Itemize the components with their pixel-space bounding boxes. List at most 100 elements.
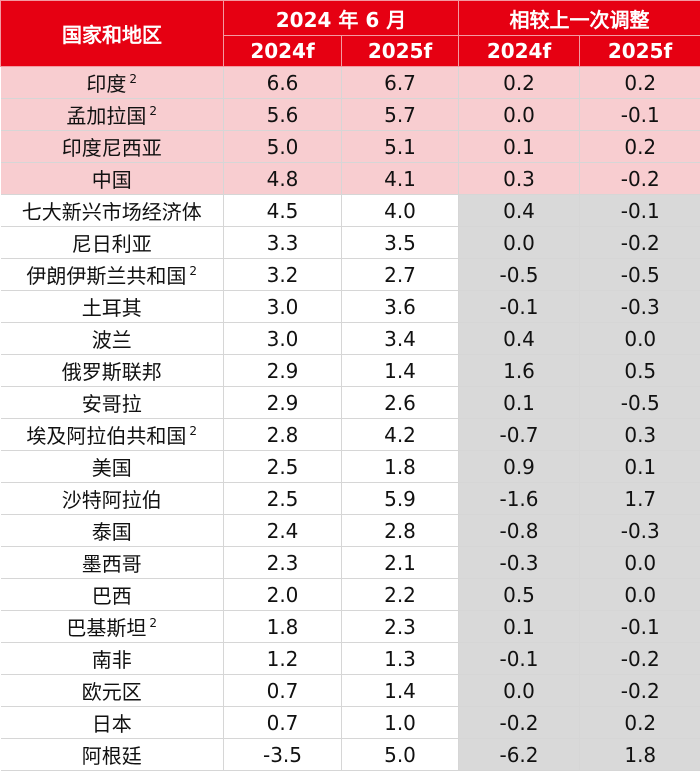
revision-2025-cell: -0.5: [580, 259, 700, 291]
revision-2024-cell: 1.6: [459, 355, 580, 387]
forecast-2025-cell: 4.2: [342, 419, 459, 451]
revision-2024-cell: -0.7: [459, 419, 580, 451]
revision-2024-cell: 0.1: [459, 611, 580, 643]
revision-2025-cell: 0.1: [580, 451, 700, 483]
forecast-2024-cell: 2.9: [224, 355, 342, 387]
revision-2024-cell: 0.9: [459, 451, 580, 483]
forecast-2024-cell: -3.5: [224, 739, 342, 771]
forecast-2024-cell: 5.0: [224, 131, 342, 163]
revision-2025-cell: -0.5: [580, 387, 700, 419]
country-name: 伊朗伊斯兰共和国: [26, 264, 186, 288]
country-name: 沙特阿拉伯: [62, 488, 162, 512]
forecast-2024-cell: 5.6: [224, 99, 342, 131]
forecast-2024-cell: 4.8: [224, 163, 342, 195]
country-cell: 美国: [1, 451, 224, 483]
forecast-2025-cell: 1.3: [342, 643, 459, 675]
forecast-2025-cell: 3.6: [342, 291, 459, 323]
forecast-2025-cell: 5.7: [342, 99, 459, 131]
revision-2025-cell: 0.2: [580, 67, 700, 99]
forecast-2024-cell: 3.3: [224, 227, 342, 259]
revision-2024-cell: 0.0: [459, 675, 580, 707]
country-cell: 沙特阿拉伯: [1, 483, 224, 515]
forecast-2024-cell: 2.5: [224, 451, 342, 483]
revision-2025-cell: 0.3: [580, 419, 700, 451]
country-name: 欧元区: [82, 680, 142, 704]
revision-2024-cell: -0.2: [459, 707, 580, 739]
forecast-2025-cell: 5.1: [342, 131, 459, 163]
forecast-2025-cell: 1.4: [342, 675, 459, 707]
revision-2024-cell: 0.0: [459, 227, 580, 259]
revision-2024-cell: 0.3: [459, 163, 580, 195]
revision-2024-cell: -0.3: [459, 547, 580, 579]
country-cell: 波兰: [1, 323, 224, 355]
country-name: 波兰: [92, 328, 132, 352]
country-name: 泰国: [92, 520, 132, 544]
country-cell: 中国: [1, 163, 224, 195]
footnote-marker: 2: [189, 424, 197, 438]
revision-group-header: 相较上一次调整: [459, 1, 700, 36]
forecast-2025-cell: 2.6: [342, 387, 459, 419]
country-name: 尼日利亚: [72, 232, 152, 256]
forecast-2024-cell: 3.2: [224, 259, 342, 291]
revision-2024-cell: -0.1: [459, 291, 580, 323]
forecast-2025-cell: 4.1: [342, 163, 459, 195]
footnote-marker: 2: [129, 72, 137, 86]
forecast-2024-cell: 2.3: [224, 547, 342, 579]
revision-2025-cell: 0.2: [580, 131, 700, 163]
forecast-2024-cell: 1.2: [224, 643, 342, 675]
country-cell: 南非: [1, 643, 224, 675]
forecast-2025-cell: 2.3: [342, 611, 459, 643]
country-name: 土耳其: [82, 296, 142, 320]
revision-2025-cell: -0.1: [580, 611, 700, 643]
footnote-marker: 2: [149, 104, 157, 118]
forecast-2025-cell: 2.7: [342, 259, 459, 291]
forecast-2025-cell: 3.4: [342, 323, 459, 355]
revision-2025-cell: -0.1: [580, 195, 700, 227]
footnote-marker: 2: [189, 264, 197, 278]
country-name: 埃及阿拉伯共和国: [26, 424, 186, 448]
country-cell: 尼日利亚: [1, 227, 224, 259]
forecast-2024-cell: 2.8: [224, 419, 342, 451]
table-header: 国家和地区 2024 年 6 月 相较上一次调整 2024f 2025f 202…: [1, 1, 700, 67]
forecast-2025-cell: 1.4: [342, 355, 459, 387]
forecast-2025-cell: 1.8: [342, 451, 459, 483]
forecast-2025-header: 2025f: [342, 36, 459, 67]
country-name: 日本: [92, 712, 132, 736]
forecast-2025-cell: 6.7: [342, 67, 459, 99]
revision-2025-cell: 1.7: [580, 483, 700, 515]
country-name: 俄罗斯联邦: [62, 360, 162, 384]
country-cell: 俄罗斯联邦: [1, 355, 224, 387]
forecast-2024-cell: 2.0: [224, 579, 342, 611]
country-name: 印度: [86, 72, 126, 96]
country-cell: 墨西哥: [1, 547, 224, 579]
forecast-2025-cell: 3.5: [342, 227, 459, 259]
country-cell: 安哥拉: [1, 387, 224, 419]
country-name: 印度尼西亚: [62, 136, 162, 160]
forecast-2024-cell: 2.9: [224, 387, 342, 419]
country-name: 巴西: [92, 584, 132, 608]
revision-2025-cell: 0.0: [580, 547, 700, 579]
revision-2025-cell: 0.5: [580, 355, 700, 387]
revision-2025-cell: 0.2: [580, 707, 700, 739]
forecast-2024-cell: 3.0: [224, 291, 342, 323]
forecast-2025-cell: 5.9: [342, 483, 459, 515]
forecast-2024-cell: 0.7: [224, 675, 342, 707]
revision-2024-header: 2024f: [459, 36, 580, 67]
country-cell: 巴西: [1, 579, 224, 611]
